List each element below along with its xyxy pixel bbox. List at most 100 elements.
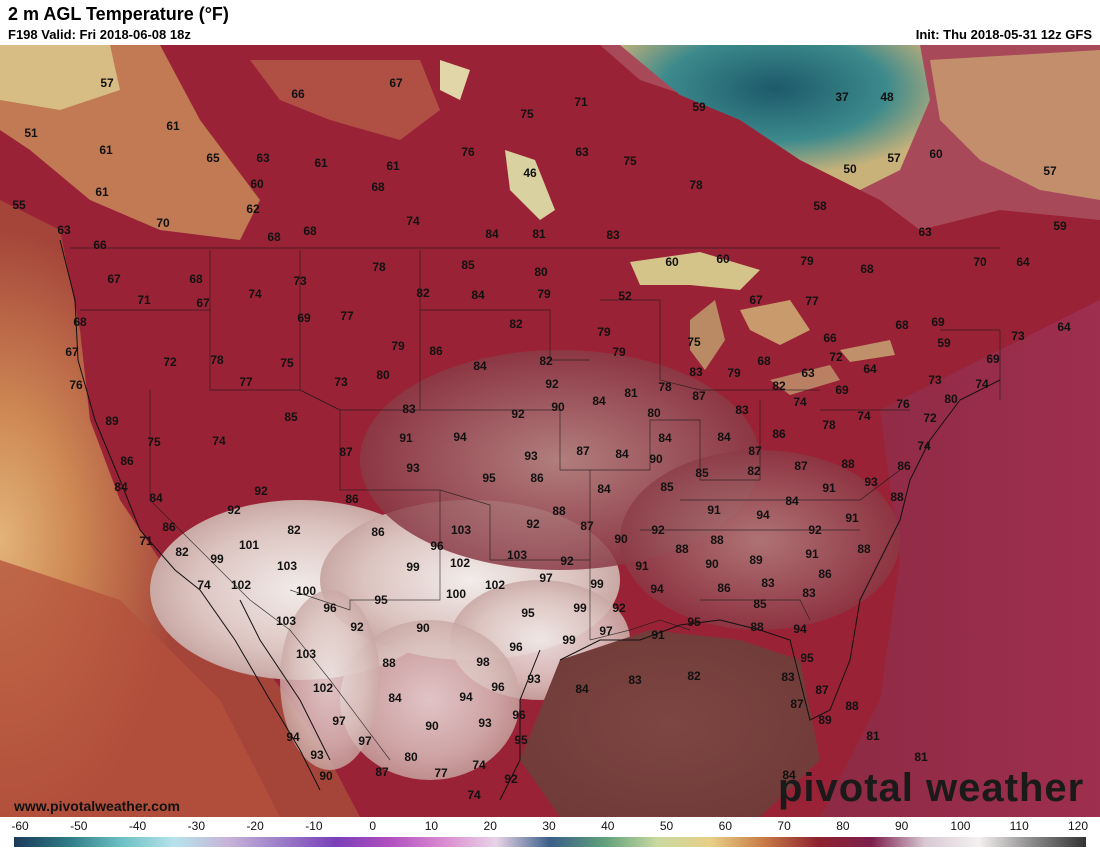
temperature-label: 48 (880, 90, 894, 104)
scale-colorbar (14, 837, 1086, 847)
temperature-label: 85 (660, 480, 674, 494)
temperature-label: 103 (296, 647, 316, 661)
temperature-label: 59 (692, 100, 706, 114)
temperature-label: 60 (250, 177, 264, 191)
temperature-label: 88 (382, 656, 396, 670)
temperature-label: 75 (280, 356, 294, 370)
temperature-label: 91 (651, 628, 665, 642)
temperature-label: 93 (310, 748, 324, 762)
temperature-label: 100 (446, 587, 466, 601)
temperature-label: 101 (239, 538, 259, 552)
temperature-label: 92 (651, 523, 665, 537)
temperature-label: 78 (822, 418, 836, 432)
temperature-label: 82 (539, 354, 553, 368)
temperature-label: 75 (687, 335, 701, 349)
temperature-label: 94 (459, 690, 473, 704)
temperature-label: 74 (197, 578, 211, 592)
scale-tick-label: -30 (187, 819, 205, 833)
color-scale: -60 -50 -40 -30 -20 -10 0 10 20 30 40 50 60 70 80 90 100… (0, 817, 1100, 850)
temperature-label: 93 (406, 461, 420, 475)
temperature-label: 72 (163, 355, 177, 369)
temperature-label: 61 (166, 119, 180, 133)
temperature-label: 68 (371, 180, 385, 194)
temperature-label: 80 (647, 406, 661, 420)
temperature-label: 68 (860, 262, 874, 276)
temperature-label: 69 (986, 352, 1000, 366)
temperature-label: 92 (504, 772, 518, 786)
temperature-label: 84 (597, 482, 611, 496)
temperature-label: 55 (12, 198, 26, 212)
temperature-label: 81 (914, 750, 928, 764)
temperature-label: 88 (750, 620, 764, 634)
temperature-label: 68 (267, 230, 281, 244)
temperature-label: 82 (287, 523, 301, 537)
temperature-label: 91 (822, 481, 836, 495)
temperature-label: 67 (749, 293, 763, 307)
scale-tick-label: -10 (305, 819, 323, 833)
map-canvas: 57 66 67 71 59 51 61 75 63 48 37 61 65 63 61 61 46 76 75 57… (0, 45, 1100, 817)
temperature-label: 79 (391, 339, 405, 353)
scale-tick-label: 110 (1009, 819, 1029, 833)
temperature-label: 83 (402, 402, 416, 416)
temperature-label: 84 (615, 447, 629, 461)
temperature-label: 83 (781, 670, 795, 684)
temperature-label: 95 (374, 593, 388, 607)
temperature-label: 79 (537, 287, 551, 301)
lake-ontario (840, 340, 895, 362)
temperature-label: 103 (451, 523, 471, 537)
scale-tick-label: -60 (11, 819, 29, 833)
temperature-label: 89 (818, 713, 832, 727)
temperature-label: 92 (350, 620, 364, 634)
temperature-label: 64 (1016, 255, 1030, 269)
temperature-label: 71 (139, 534, 153, 548)
temperature-label: 82 (772, 379, 786, 393)
temperature-label: 63 (801, 366, 815, 380)
temperature-label: 92 (526, 517, 540, 531)
temperature-label: 90 (319, 769, 333, 783)
temperature-label: 52 (618, 289, 632, 303)
temperature-label: 67 (389, 76, 403, 90)
scale-tick-label: -50 (70, 819, 88, 833)
temperature-label: 84 (782, 768, 796, 782)
temperature-label: 96 (430, 539, 444, 553)
temperature-label: 91 (707, 503, 721, 517)
temperature-label: 96 (491, 680, 505, 694)
lake-erie (770, 365, 840, 395)
temperature-label: 83 (802, 586, 816, 600)
temperature-label: 95 (482, 471, 496, 485)
temperature-label: 46 (523, 166, 537, 180)
scale-tick-label: 10 (424, 819, 439, 833)
temperature-label: 75 (147, 435, 161, 449)
temperature-label: 84 (575, 682, 589, 696)
temperature-label: 84 (658, 431, 672, 445)
temperature-label: 77 (239, 375, 253, 389)
temperature-map[interactable]: 57 66 67 71 59 51 61 75 63 48 37 61 65 63 61 61 46 76 75 57… (0, 45, 1100, 817)
temperature-label: 87 (794, 459, 808, 473)
temperature-label: 93 (478, 716, 492, 730)
temperature-label: 86 (772, 427, 786, 441)
temperature-label: 83 (689, 365, 703, 379)
temperature-label: 79 (800, 254, 814, 268)
temperature-label: 88 (552, 504, 566, 518)
temperature-label: 103 (276, 614, 296, 628)
website-credit[interactable]: www.pivotalweather.com (14, 798, 180, 814)
temperature-label: 90 (649, 452, 663, 466)
temperature-label: 96 (509, 640, 523, 654)
temperature-label: 86 (345, 492, 359, 506)
temperature-label: 92 (612, 601, 626, 615)
temperature-label: 57 (100, 76, 114, 90)
temperature-label: 97 (358, 734, 372, 748)
scale-tick-label: 120 (1067, 819, 1089, 833)
temperature-label: 82 (416, 286, 430, 300)
temperature-label: 68 (189, 272, 203, 286)
temperature-label: 81 (866, 729, 880, 743)
temperature-label: 87 (790, 697, 804, 711)
temperature-label: 57 (1043, 164, 1057, 178)
temperature-label: 93 (527, 672, 541, 686)
temperature-label: 86 (717, 581, 731, 595)
valid-time: F198 Valid: Fri 2018-06-08 18z (8, 27, 191, 42)
temperature-label: 87 (339, 445, 353, 459)
temperature-label: 73 (1011, 329, 1025, 343)
temperature-label: 82 (175, 545, 189, 559)
temperature-label: 95 (514, 733, 528, 747)
